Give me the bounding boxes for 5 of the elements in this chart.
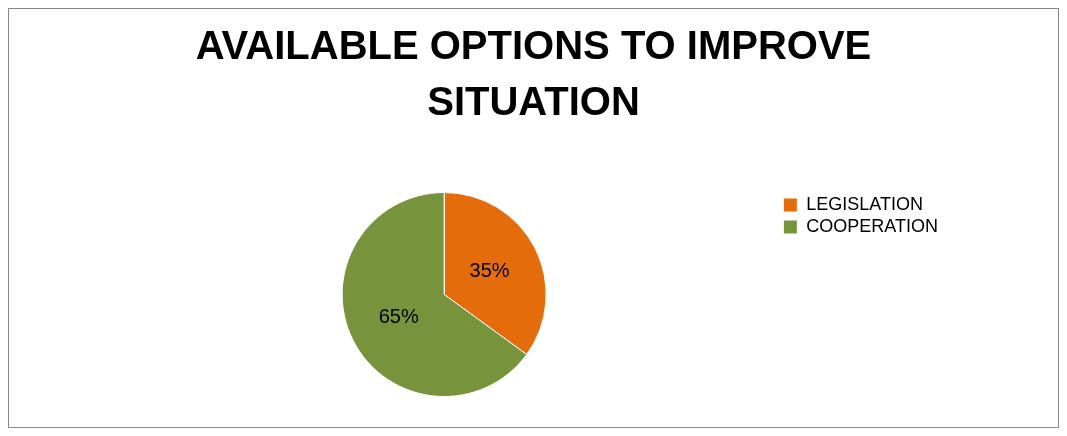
legend-label: LEGISLATION [806,193,924,214]
legend-label: COOPERATION [806,215,939,236]
data-label: 35% [469,258,510,281]
chart-title: AVAILABLE OPTIONS TO IMPROVE SITUATION [194,22,873,125]
data-label: 65% [378,305,419,328]
